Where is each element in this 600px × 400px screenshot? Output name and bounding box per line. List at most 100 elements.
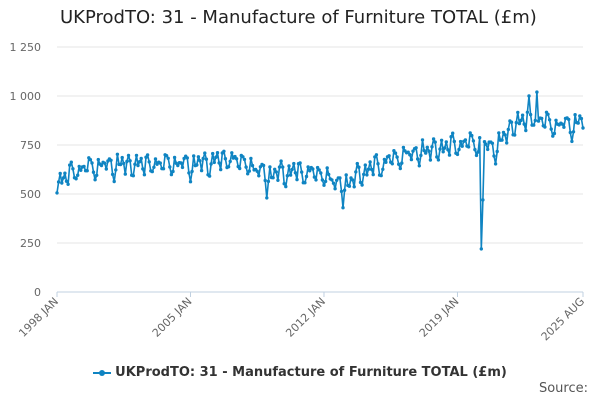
data-point <box>204 157 209 161</box>
data-point <box>77 164 81 169</box>
data-point <box>271 176 275 180</box>
data-point <box>118 162 123 167</box>
data-point <box>223 157 228 161</box>
data-point <box>171 169 175 174</box>
data-point <box>201 156 205 161</box>
data-point <box>470 133 474 138</box>
data-point <box>95 173 99 177</box>
data-point <box>190 169 194 174</box>
data-point <box>409 157 414 162</box>
data-point <box>479 247 483 251</box>
data-point <box>486 147 490 152</box>
legend-series-label: UKProdTO: 31 - Manufacture of Furniture … <box>115 365 507 380</box>
data-point <box>458 139 463 144</box>
data-point <box>509 120 514 124</box>
data-point <box>308 169 312 173</box>
data-point <box>468 131 472 135</box>
x-tick-label: 2025 AUG <box>539 295 588 344</box>
data-point <box>64 179 69 183</box>
data-point <box>527 94 531 98</box>
y-tick-label: 250 <box>20 237 41 250</box>
data-point <box>535 90 539 94</box>
data-point <box>169 172 174 177</box>
data-point <box>79 168 83 172</box>
data-point <box>397 162 401 166</box>
data-point <box>492 154 496 158</box>
data-point <box>133 162 137 166</box>
data-point <box>93 178 97 182</box>
data-point <box>76 173 80 177</box>
data-point <box>317 168 321 172</box>
data-point <box>452 139 456 144</box>
data-point <box>335 178 339 182</box>
data-point <box>238 166 242 171</box>
data-point <box>522 122 526 126</box>
x-tick-label: 2019 JAN <box>417 295 462 340</box>
data-point <box>66 182 70 186</box>
data-point <box>153 157 158 161</box>
data-point <box>581 126 585 130</box>
data-point <box>358 180 363 185</box>
data-point <box>69 160 74 164</box>
data-point <box>198 159 202 163</box>
data-point <box>400 161 404 165</box>
data-point <box>357 165 361 169</box>
data-point <box>449 135 453 139</box>
data-point <box>438 147 442 151</box>
data-point <box>414 146 418 150</box>
data-point <box>287 164 291 168</box>
data-point <box>257 174 261 178</box>
data-point <box>188 180 193 184</box>
data-point <box>136 163 140 168</box>
data-point <box>164 154 169 158</box>
data-point <box>570 139 574 144</box>
data-point <box>147 160 151 164</box>
data-point <box>379 173 383 178</box>
data-point <box>463 138 468 142</box>
data-point <box>554 118 558 123</box>
data-point <box>192 154 196 158</box>
data-point <box>258 165 263 169</box>
data-point <box>215 151 220 155</box>
data-point <box>104 167 109 171</box>
data-point <box>401 145 406 150</box>
data-point <box>179 161 183 165</box>
data-point <box>303 181 307 185</box>
data-point <box>304 174 309 179</box>
data-point <box>150 169 154 174</box>
data-point <box>82 164 86 169</box>
data-point <box>420 138 425 142</box>
data-point <box>114 168 118 172</box>
data-point <box>439 138 444 142</box>
data-point <box>141 167 145 171</box>
data-point <box>185 156 189 160</box>
data-point <box>115 152 120 156</box>
data-point <box>172 155 177 160</box>
data-point <box>246 172 250 176</box>
data-point <box>427 149 431 153</box>
data-point <box>325 166 329 170</box>
data-point <box>425 145 429 149</box>
legend[interactable]: UKProdTO: 31 - Manufacture of Furniture … <box>0 365 600 380</box>
data-point <box>219 167 223 172</box>
data-point <box>244 165 248 169</box>
data-point <box>579 116 584 121</box>
x-tick-label: 2012 JAN <box>283 295 328 340</box>
data-point <box>408 153 412 157</box>
data-point <box>327 172 331 177</box>
data-point <box>295 177 299 182</box>
data-point <box>247 169 251 173</box>
data-point <box>476 150 480 154</box>
data-point <box>74 177 78 181</box>
data-point <box>352 185 356 189</box>
data-point <box>339 189 344 194</box>
data-point <box>168 165 172 169</box>
legend-series-marker <box>93 369 112 376</box>
data-point <box>60 181 64 185</box>
data-point <box>532 123 536 127</box>
data-point <box>120 155 124 160</box>
data-point <box>288 173 293 177</box>
data-point <box>203 151 207 155</box>
data-point <box>131 174 135 178</box>
